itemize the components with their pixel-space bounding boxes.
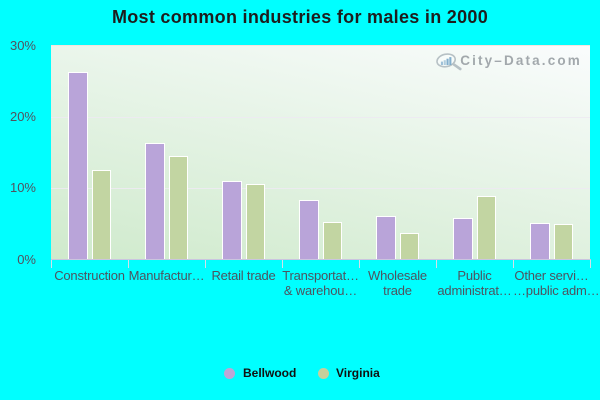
svg-text:City–Data.com: City–Data.com (460, 52, 582, 67)
